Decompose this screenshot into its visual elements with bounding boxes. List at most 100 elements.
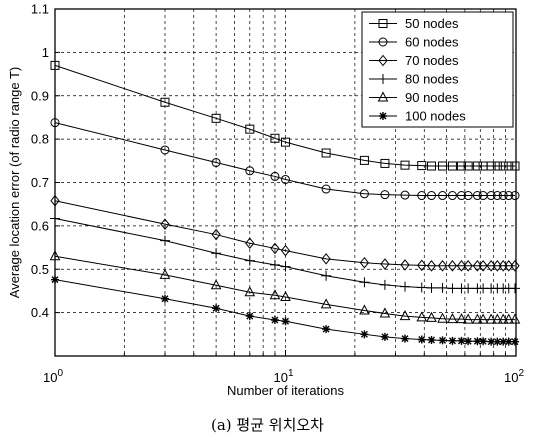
data-point-circle xyxy=(211,158,221,168)
data-point-circle xyxy=(245,166,255,176)
x-tick-label: 101 xyxy=(273,368,293,385)
data-point-plus xyxy=(400,281,411,292)
data-point-square xyxy=(378,19,388,28)
data-point-square xyxy=(456,161,466,171)
data-point-plus xyxy=(416,282,427,293)
data-point-circle xyxy=(270,171,280,181)
data-point-square xyxy=(463,161,473,171)
data-point-circle xyxy=(498,191,508,201)
y-tick-label: 0.7 xyxy=(31,175,49,190)
legend-label: 80 nodes xyxy=(405,72,459,87)
data-point-star xyxy=(270,315,279,324)
data-point-plus xyxy=(378,74,388,84)
data-point-diamond xyxy=(211,228,221,241)
data-point-diamond xyxy=(270,242,280,255)
x-tick-label: 102 xyxy=(504,368,524,385)
data-point-square xyxy=(270,133,280,143)
data-point-diamond xyxy=(245,237,255,250)
data-point-star xyxy=(360,330,369,339)
data-point-diamond xyxy=(463,259,473,272)
data-point-star xyxy=(457,336,466,345)
data-point-triangle xyxy=(485,313,497,324)
data-point-plus xyxy=(437,282,448,293)
data-point-star xyxy=(281,317,290,326)
data-point-triangle xyxy=(447,313,458,324)
series-layer xyxy=(49,60,521,346)
data-point-circle xyxy=(504,191,514,201)
data-point-diamond xyxy=(478,259,488,272)
data-point-circle xyxy=(456,191,466,201)
data-point-triangle xyxy=(244,286,256,297)
data-point-diamond xyxy=(426,259,437,272)
data-point-triangle xyxy=(377,91,389,102)
data-point-square xyxy=(380,158,390,168)
data-point-star xyxy=(427,335,436,344)
data-point-diamond xyxy=(378,54,388,67)
data-point-diamond xyxy=(280,244,291,257)
data-point-square xyxy=(438,161,448,171)
y-tick-label: 0.4 xyxy=(31,305,49,320)
series-1 xyxy=(50,60,520,171)
data-point-circle xyxy=(321,184,331,194)
data-point-square xyxy=(359,155,369,165)
data-point-circle xyxy=(472,191,482,201)
legend-label: 60 nodes xyxy=(405,35,459,50)
data-point-plus xyxy=(280,261,291,272)
data-point-star xyxy=(464,337,473,346)
data-point-star xyxy=(487,337,496,346)
data-point-plus xyxy=(269,259,280,270)
data-point-plus xyxy=(159,235,170,246)
data-point-square xyxy=(472,161,482,171)
data-point-star xyxy=(493,337,502,346)
data-point-square xyxy=(427,161,437,171)
series-line xyxy=(54,255,515,321)
data-point-triangle xyxy=(437,312,448,323)
data-point-star xyxy=(473,337,482,346)
data-point-diamond xyxy=(504,259,514,272)
data-point-plus xyxy=(211,248,222,259)
data-point-star xyxy=(380,332,389,341)
data-point-triangle xyxy=(416,311,428,322)
legend-label: 70 nodes xyxy=(405,53,459,68)
data-point-circle xyxy=(427,191,437,201)
legend-label: 100 nodes xyxy=(405,109,466,124)
data-point-triangle xyxy=(280,290,291,302)
data-point-triangle xyxy=(456,313,467,324)
data-point-star xyxy=(379,112,387,120)
data-point-star xyxy=(448,336,457,345)
data-point-circle xyxy=(378,37,388,47)
data-point-star xyxy=(479,337,488,346)
data-point-diamond xyxy=(380,258,390,270)
y-tick-label: 0.5 xyxy=(31,262,49,277)
data-point-triangle xyxy=(503,313,515,324)
data-point-diamond xyxy=(359,256,370,269)
data-point-star xyxy=(322,325,331,334)
data-point-triangle xyxy=(379,307,391,318)
data-point-circle xyxy=(417,191,427,201)
data-point-square xyxy=(486,161,496,171)
data-point-star xyxy=(160,294,169,303)
data-point-diamond xyxy=(321,253,331,265)
data-point-triangle xyxy=(159,268,171,279)
data-point-circle xyxy=(447,191,457,201)
data-point-triangle xyxy=(399,310,411,321)
series-6 xyxy=(51,275,519,346)
data-point-triangle xyxy=(477,313,489,324)
y-tick-label: 1 xyxy=(42,45,49,60)
data-point-diamond xyxy=(456,259,467,272)
axis-ticks: 100 101 102 0.4 0.5 0.6 0.7 0.8 0.9 1 1.1 xyxy=(31,2,525,386)
y-tick-label: 1.1 xyxy=(31,2,49,17)
data-point-star xyxy=(401,334,410,343)
data-point-square xyxy=(510,161,520,171)
data-point-triangle xyxy=(509,313,521,324)
data-point-plus xyxy=(359,277,370,288)
data-point-square xyxy=(492,161,502,171)
data-point-triangle xyxy=(462,313,474,324)
data-point-plus xyxy=(244,255,255,266)
y-axis-label: Average location error (of radio range T… xyxy=(7,67,22,298)
data-point-square xyxy=(160,97,170,107)
data-point-star xyxy=(212,304,221,313)
data-point-plus xyxy=(379,279,390,290)
data-point-diamond xyxy=(417,259,427,272)
